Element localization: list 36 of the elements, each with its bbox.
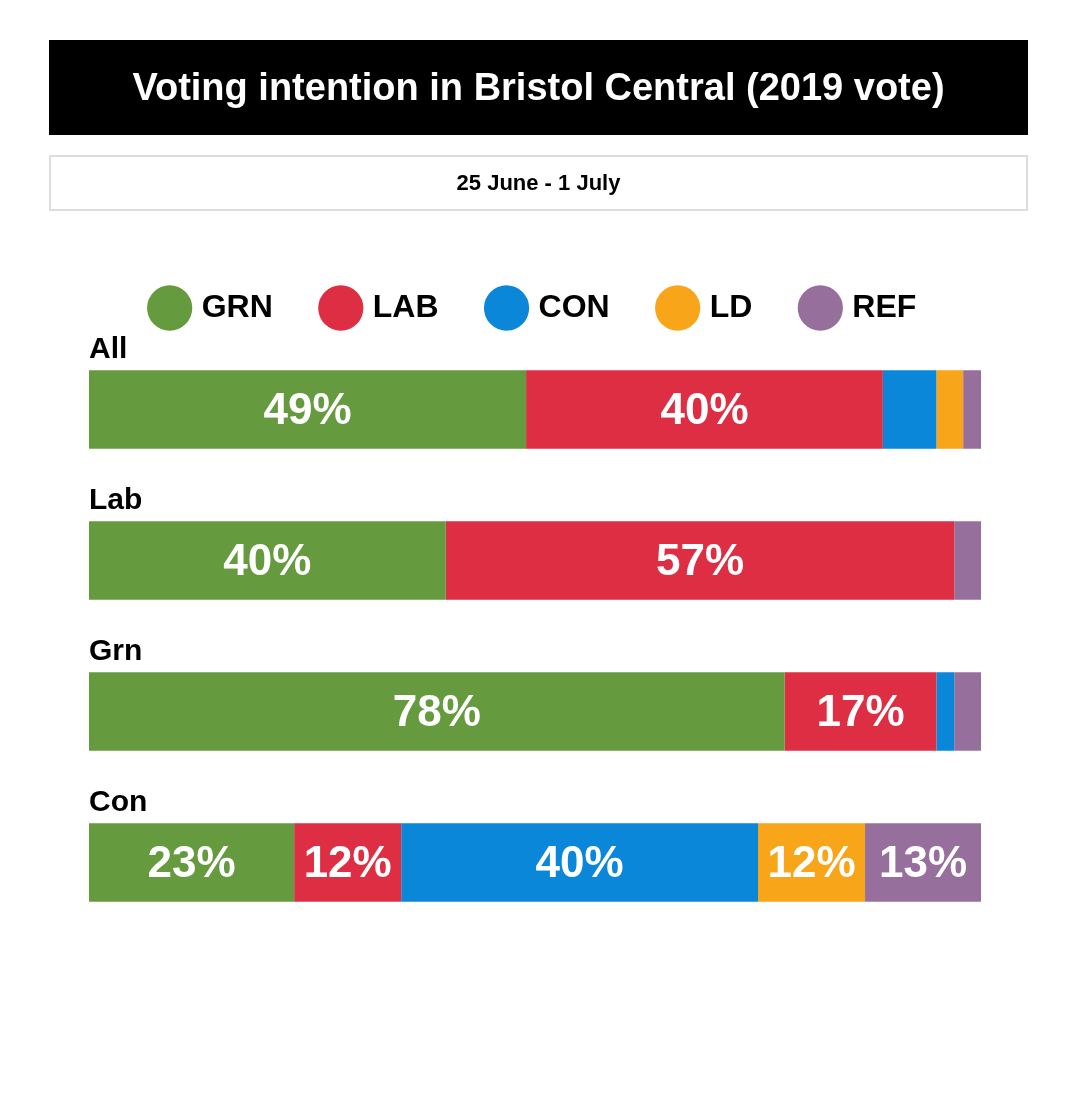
data-label: 12%: [303, 836, 392, 886]
bar: [89, 370, 527, 449]
data-label: 13%: [878, 836, 968, 886]
chart-subtitle: 25 June - 1 July: [49, 155, 1028, 211]
bar: [445, 521, 955, 600]
bar: [936, 672, 955, 751]
legend-label: REF: [852, 287, 917, 324]
legend-label: GRN: [201, 287, 273, 324]
data-label: 17%: [816, 685, 905, 735]
bar: [882, 370, 937, 449]
bar: [936, 370, 964, 449]
legend-label: LD: [709, 287, 753, 324]
y-tick-label: Lab: [89, 481, 143, 515]
data-label: 57%: [655, 534, 745, 584]
bar: [89, 672, 785, 751]
bar: [401, 823, 758, 902]
legend-label: CON: [538, 287, 610, 324]
data-label: 78%: [392, 685, 481, 735]
bar: [954, 521, 981, 600]
bar: [89, 823, 295, 902]
data-label: 49%: [263, 383, 352, 433]
data-label: 40%: [535, 836, 624, 886]
bar: [954, 672, 981, 751]
data-label: 40%: [223, 534, 312, 584]
legend-label: LAB: [372, 287, 439, 324]
y-tick-label: All: [89, 330, 128, 364]
bar: [784, 672, 937, 751]
bar: [526, 370, 883, 449]
bar: [89, 521, 446, 600]
bar: [963, 370, 981, 449]
data-label: 23%: [147, 836, 236, 886]
data-label: 12%: [767, 836, 856, 886]
chart-title: Voting intention in Bristol Central (2019 vote): [49, 40, 1028, 135]
data-label: 40%: [660, 383, 749, 433]
y-tick-label: Grn: [89, 632, 143, 666]
y-tick-label: Con: [89, 783, 148, 817]
